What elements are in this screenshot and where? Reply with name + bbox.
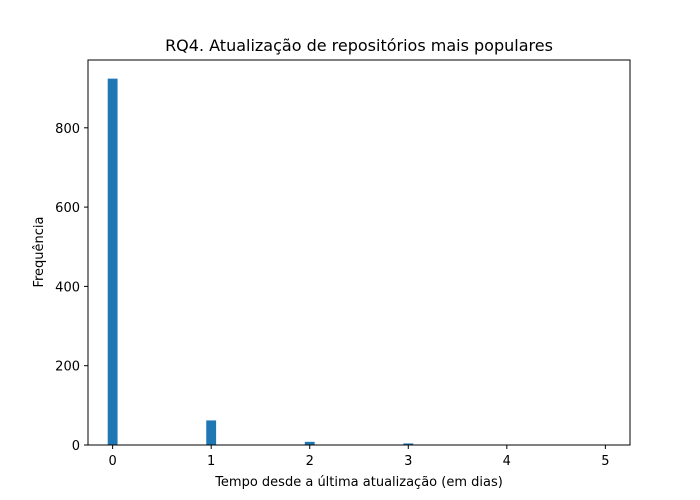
- bar-1: [206, 420, 217, 445]
- y-axis-label: Frequência: [32, 216, 47, 287]
- bar-2: [304, 441, 315, 445]
- y-tick-label-1: 200: [55, 360, 80, 375]
- y-tick-label-4: 800: [55, 122, 80, 137]
- x-tick-label-4: 4: [503, 454, 511, 469]
- y-tick-label-3: 600: [55, 201, 80, 216]
- y-tick-label-2: 400: [55, 280, 80, 295]
- x-axis-label: Tempo desde a última atualização (em dia…: [214, 475, 503, 490]
- x-tick-label-3: 3: [404, 454, 412, 469]
- x-tick-label-2: 2: [306, 454, 314, 469]
- x-tick-label-0: 0: [108, 454, 116, 469]
- plot-frame: [87, 59, 631, 446]
- x-tick-label-1: 1: [207, 454, 215, 469]
- bars-group: [107, 78, 414, 445]
- chart-title: RQ4. Atualização de repositórios mais po…: [165, 36, 553, 55]
- x-axis-ticks: 0 1 2 3 4 5: [108, 445, 610, 469]
- bar-3: [403, 443, 414, 445]
- x-tick-label-5: 5: [601, 454, 609, 469]
- y-axis-ticks: 0 200 400 600 800: [55, 122, 88, 454]
- y-tick-label-0: 0: [72, 439, 80, 454]
- bar-0: [107, 78, 118, 445]
